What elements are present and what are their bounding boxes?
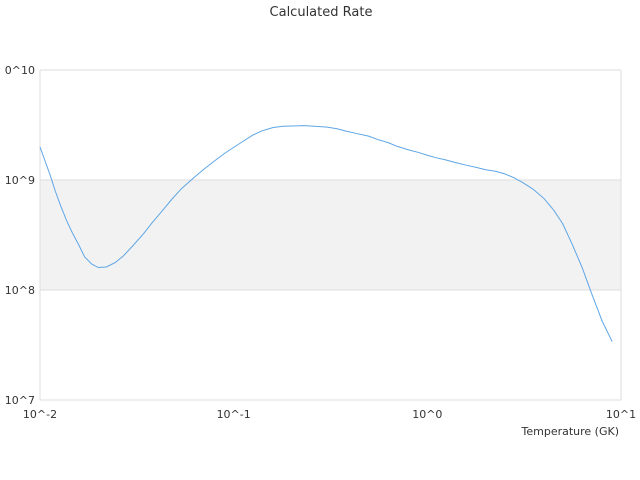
y-tick-label: 10^9 — [5, 174, 35, 187]
x-tick-label: 10^1 — [606, 408, 636, 421]
y-tick-label: 10^8 — [5, 284, 35, 297]
y-tick-label: 10^7 — [5, 394, 35, 407]
x-tick-label: 10^-2 — [23, 408, 57, 421]
x-tick-label: 10^0 — [412, 408, 442, 421]
y-tick-labels: 10^7 10^8 10^9 0^10 — [5, 64, 35, 407]
grid-lines — [39, 69, 622, 401]
x-axis-label: Temperature (GK) — [521, 425, 620, 438]
y-tick-label: 0^10 — [5, 64, 35, 77]
chart-title: Calculated Rate — [270, 5, 373, 20]
plot-band — [40, 180, 621, 290]
x-tick-labels: 10^-2 10^-1 10^0 10^1 — [23, 408, 636, 421]
rate-series-line — [39, 125, 613, 342]
x-tick-label: 10^-1 — [217, 408, 251, 421]
